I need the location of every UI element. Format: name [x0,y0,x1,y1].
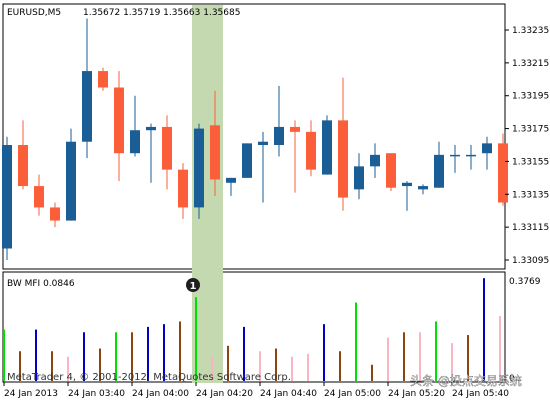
marker-label: 1 [190,281,197,292]
candle-body [354,166,364,190]
copyright-watermark: MetaTrader 4, © 2001-2012, MetaQuotes So… [7,372,291,383]
indicator-max-label: 0.3769 [509,277,541,287]
candle-body [18,145,28,187]
time-tick-label: 24 Jan 05:20 [388,389,445,399]
price-tick-label: 1.33115 [512,223,549,233]
candle-body [370,154,380,167]
time-tick-label: 24 Jan 05:00 [324,389,381,399]
candle-body [82,71,92,142]
candle-body [226,177,236,183]
indicator-label: BW MFI 0.0846 [7,279,75,289]
candle-body [2,145,12,249]
price-tick-label: 1.33175 [512,125,549,135]
time-tick-label: 24 Jan 04:40 [260,389,317,399]
candles-group [2,18,508,260]
candle-body [402,182,412,187]
candle-body [66,141,76,221]
candle-body [290,126,300,132]
price-tick-label: 1.33195 [512,92,549,102]
candle-body [50,207,60,221]
time-tick-label: 24 Jan 04:20 [196,389,253,399]
candle-body [322,120,332,175]
candle-body [434,154,444,188]
price-axis: 1.33235 1.33215 1.33195 1.33175 1.33155 1.331… [505,26,549,266]
price-tick-label: 1.33155 [512,157,549,167]
candle-body [306,131,316,170]
price-tick-label: 1.33095 [512,256,549,266]
price-tick-label: 1.33135 [512,190,549,200]
candle-body [274,126,284,145]
candle-body [482,143,492,154]
candle-body [210,125,220,180]
candle-body [162,126,172,170]
candle-body [258,141,268,145]
symbol-label: EURUSD,M5 [7,8,61,18]
indicator-min-label: 0 [509,374,515,384]
candle-body [466,154,476,157]
time-tick-label: 24 Jan 03:40 [68,389,125,399]
price-tick-label: 1.33235 [512,26,549,36]
indicator-pane-frame [2,271,506,383]
candle-body [114,87,124,154]
time-tick-label: 24 Jan 2013 [4,389,58,399]
candle-body [498,143,508,203]
candle-body [450,154,460,157]
price-tick-label: 1.33215 [512,59,549,69]
time-tick-label: 24 Jan 05:40 [452,389,509,399]
marker-badge [186,278,200,292]
candle-body [242,143,252,178]
time-tick-label: 24 Jan 04:00 [132,389,189,399]
source-watermark: 头条 @投点交易系统 [410,373,522,388]
candle-body [130,130,140,154]
candle-body [146,126,156,131]
candle-body [194,128,204,208]
candle-body [338,120,348,198]
ohlc-values: 1.35672 1.35719 1.35663 1.35685 [83,8,240,18]
candle-body [178,169,188,208]
main-pane-frame [2,3,506,270]
mfi-bars-group [3,278,501,381]
candle-body [98,71,108,88]
candle-body [34,186,44,208]
candle-body [386,153,396,188]
candle-body [418,186,428,190]
time-axis: 24 Jan 2013 24 Jan 03:40 24 Jan 04:00 24 Ja… [3,382,509,399]
